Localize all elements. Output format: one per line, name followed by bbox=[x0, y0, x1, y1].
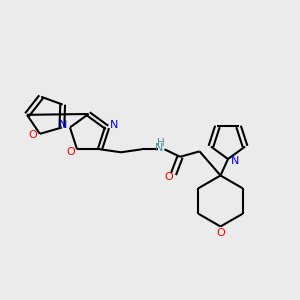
Text: O: O bbox=[164, 172, 173, 182]
Text: N: N bbox=[59, 120, 68, 130]
Text: O: O bbox=[29, 130, 38, 140]
Text: O: O bbox=[216, 228, 225, 238]
Text: N: N bbox=[231, 155, 239, 166]
Text: N: N bbox=[110, 120, 118, 130]
Text: N: N bbox=[155, 143, 164, 153]
Text: H: H bbox=[157, 138, 165, 148]
Text: O: O bbox=[66, 147, 75, 157]
